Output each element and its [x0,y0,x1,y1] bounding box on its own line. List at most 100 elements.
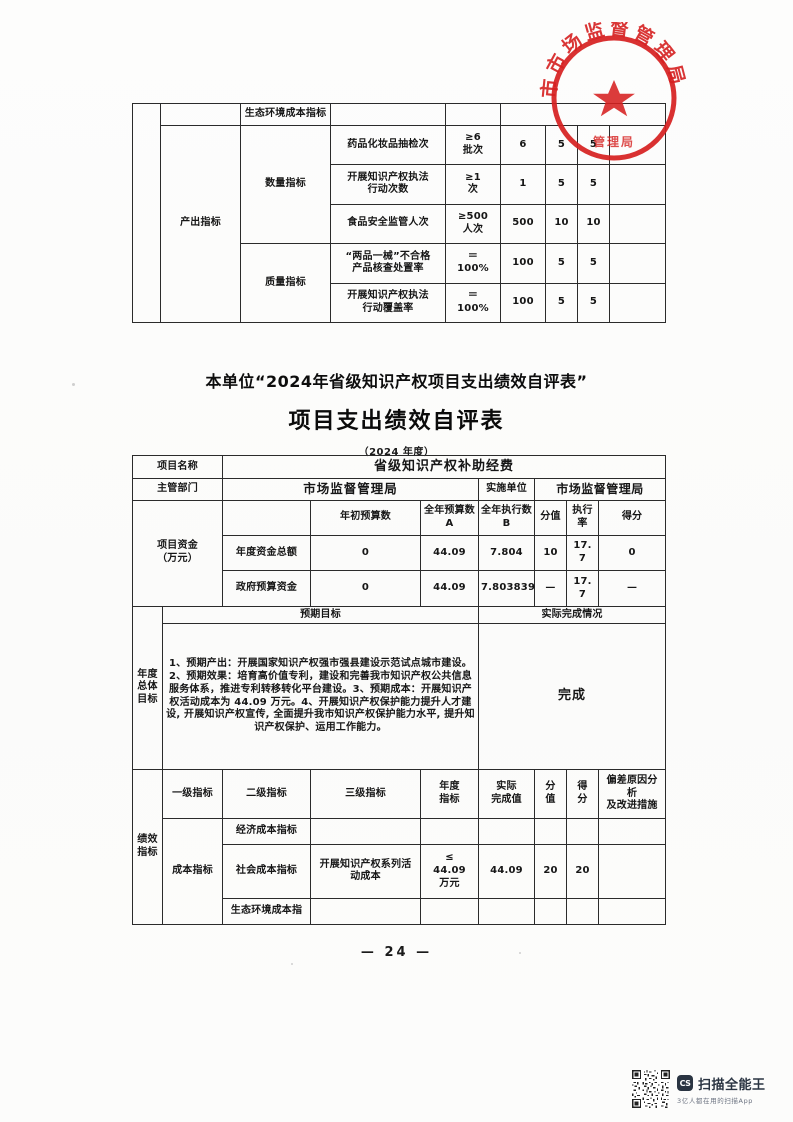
table-row: 开展知识产权执法 行动覆盖率 ＝ 100% 100 5 5 [133,282,666,324]
cell-target-5: ＝ 100% [445,282,501,324]
header-actual-result: 实际完成情况 [477,605,667,625]
value-impl-unit: 市场监督管理局 [533,477,667,501]
cell-empty-deviation-1 [597,817,667,845]
value-perf-score: 20 [534,843,567,899]
cell-remark-2 [609,164,666,205]
cell-empty-target-1 [420,817,479,845]
value-eco-cost-indicator: 生态环境成本指 [222,897,311,926]
cell-output-indicator: 产出指标 [160,124,241,324]
cell-target-1: ≥6 批次 [445,124,501,166]
cell-value-1: 6 [500,124,546,166]
cell-value-5: 100 [500,282,546,324]
table-row-fund-gov-budget: 政府预算资金 0 44.09 7.803839 — 17. 7 — [133,570,667,607]
label-department: 主管部门 [132,477,223,501]
label-project-name: 项目名称 [132,455,223,479]
exec-rate-line2: 率 [577,517,588,529]
cell-score-5: 5 [545,282,578,324]
value-begin-budget-1: 0 [310,535,421,572]
rate-line1: 17. [573,540,592,552]
header-year-exec: 全年执行数 B [478,499,535,537]
header-annual-target: 年度 指标 [420,768,479,819]
scan-speck [519,952,521,954]
rate-line2: 7 [578,553,587,565]
cell-indicator-name-3: 食品安全监管人次 [330,203,446,245]
target-line-2: 次 [467,184,479,196]
goal-label-line1: 年度 [137,668,158,680]
header-level2-indicator: 二级指标 [222,768,311,819]
table-row-fund-header: 项目资金 （万元） 年初预算数 全年预算数 A 全年执行数 B 分值 执行 率 … [132,499,667,607]
name-line-2: 行动覆盖率 [362,302,414,314]
text-actual-result: 完成 [477,623,667,770]
deviation-line1: 偏差原因分 [606,774,658,786]
scan-speck [291,963,293,965]
deviation-line2: 析 [626,787,638,799]
qr-code-icon [632,1070,670,1108]
value-exec-rate-2: 17. 7 [566,570,599,607]
value-project-name: 省级知识产权补助经费 [221,455,667,479]
value-year-exec-1: 7.804 [478,535,535,572]
performance-table-grid: 项目名称 省级知识产权补助经费 主管部门 市场监督管理局 实施单位 市场监督管理… [132,455,667,926]
level3-line2: 动成本 [350,871,381,883]
output-indicator-table: 生态环境成本指标 产出指标 数量指标 药品化妆品抽检次 ≥6 批次 6 5 [132,103,666,324]
label-gov-budget-fund: 政府预算资金 [222,570,311,607]
value-begin-budget-2: 0 [310,570,421,607]
header-perf-score-value: 分 值 [534,768,567,819]
target-line2: 44.09 [433,864,466,876]
header-level1-indicator: 一级指标 [162,768,223,819]
cell-value-4: 100 [500,243,546,284]
text-expected-target: 1、预期产出：开展国家知识产权强市强县建设示范试点城市建设。2、预期效果：培育高… [162,623,479,770]
header-deviation-analysis: 偏差原因分 析 及改进措施 [597,768,667,819]
table-row-project-name: 项目名称 省级知识产权补助经费 [132,455,667,479]
target-line-2: 100% [457,263,489,275]
scan-speck [72,383,75,386]
header-level3-indicator: 三级指标 [310,768,421,819]
header-exec-rate: 执行 率 [566,499,599,537]
actual-line1: 实际 [496,781,517,793]
deviation-line3: 及改进措施 [606,800,658,812]
exec-rate-line1: 执行 [572,505,593,517]
header-year-budget: 全年预算数 A [420,499,479,537]
cell-empty-fund-corner [222,499,311,537]
target-line-1: ≥1 [465,171,481,183]
header-perf-got-score: 得 分 [566,768,599,819]
header-score-value: 分值 [534,499,567,537]
goal-label-line3: 目标 [137,694,158,706]
cell-target-4: ＝ 100% [445,243,501,284]
annual-target-line2: 指标 [439,793,460,805]
table-row-perf-header: 绩效 指标 一级指标 二级指标 三级指标 年度 指标 实际 完成值 [132,768,667,926]
header-actual-value: 实际 完成值 [478,768,535,819]
cell-empty-actual-1 [478,817,535,845]
page-subtitle: 本单位“2024年省级知识产权项目支出绩效自评表” [205,372,588,391]
target-line-2: 人次 [462,223,484,235]
value-year-budget-1: 44.09 [420,535,479,572]
table-row: 产出指标 数量指标 药品化妆品抽检次 ≥6 批次 6 5 5 [133,124,666,324]
label-annual-fund-total: 年度资金总额 [222,535,311,572]
cell-empty-l3-3 [310,897,421,926]
page-year: （2024 年度） [358,447,435,458]
rate-line1: 17. [573,575,592,587]
cell-quantity-indicator: 数量指标 [240,124,331,245]
rate-line2: 7 [578,588,587,600]
target-line-1: ≥6 [465,132,481,144]
camscanner-logo-icon: CS [677,1075,693,1091]
level3-line1: 开展知识产权系列活 [319,858,412,870]
target-line3: 万元 [439,877,460,889]
cell-value-2: 1 [500,164,546,205]
score-line1: 分 [545,781,556,793]
project-performance-self-evaluation-table: 项目名称 省级知识产权补助经费 主管部门 市场监督管理局 实施单位 市场监督管理… [132,455,667,926]
cell-empty [500,103,666,126]
cell-empty-deviation-3 [597,897,667,926]
value-social-cost-indicator: 社会成本指标 [222,843,311,899]
actual-line2: 完成值 [491,793,522,805]
target-line-1: ≥500 [457,211,489,223]
name-line-1: 开展知识产权执法 [347,171,429,183]
label-cost-indicator: 成本指标 [162,817,223,926]
watermark-subtitle: 3亿人都在用的扫描App [677,1096,754,1105]
cell-remark-4 [609,243,666,284]
cell-indicator-name-4: “两品一械”不合格 产品核查处置率 [330,243,446,284]
cell-remark-3 [609,203,666,245]
header-begin-budget: 年初预算数 [310,499,421,537]
cell-empty-got-3 [566,897,599,926]
value-year-budget-2: 44.09 [420,570,479,607]
